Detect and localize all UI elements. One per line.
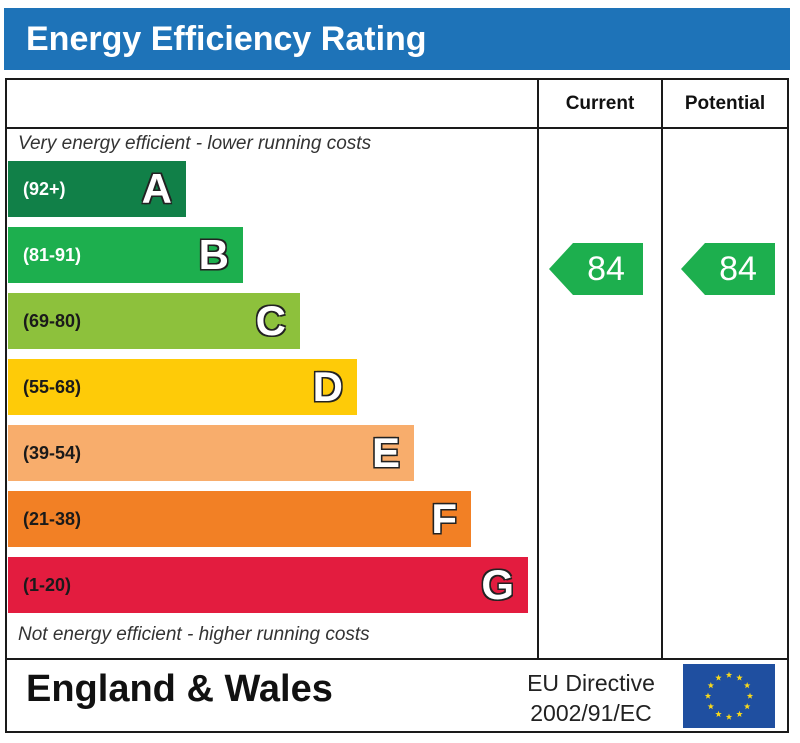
band-f: (21-38) F: [8, 491, 471, 547]
eu-star-icon: [715, 710, 722, 717]
eu-star-icon: [743, 682, 751, 689]
eu-star-icon: [725, 713, 733, 720]
band-d: (55-68) D: [8, 359, 357, 415]
eu-flag-icon: [683, 664, 775, 728]
band-range-label: (69-80): [23, 311, 82, 331]
current-column-header: Current: [565, 93, 635, 114]
potential-arrow-shape: [681, 243, 775, 295]
eu-directive-label: EU Directive 2002/91/EC: [510, 668, 672, 728]
rating-frame: [5, 78, 789, 733]
band-range-label: (55-68): [23, 377, 82, 397]
eu-star-icon: [704, 692, 712, 699]
bottom-note: Not energy efficient - higher running co…: [18, 624, 370, 645]
column-divider-potential: [661, 80, 663, 660]
band-g: (1-20) G: [8, 557, 528, 613]
current-rating-value: 84: [587, 250, 625, 288]
directive-line-1: EU Directive: [527, 670, 655, 696]
column-header-divider: [537, 127, 789, 129]
band-range-label: (1-20): [23, 575, 72, 595]
band-b: (81-91) B: [8, 227, 243, 283]
band-range-label: (39-54): [23, 443, 82, 463]
eu-star-icon: [715, 674, 722, 681]
label-header-divider: [5, 127, 537, 129]
directive-line-2: 2002/91/EC: [530, 700, 652, 726]
band-range-label: (21-38): [23, 509, 82, 529]
potential-rating-arrow: 84: [681, 243, 775, 295]
band-letter: C: [255, 297, 286, 344]
band-letter: E: [371, 429, 400, 476]
band-range-label: (81-91): [23, 245, 82, 265]
eu-star-icon: [743, 703, 751, 710]
band-letter: D: [312, 363, 343, 410]
potential-column-header: Potential: [684, 93, 766, 114]
band-letter: B: [198, 231, 229, 278]
chart-title: Energy Efficiency Rating: [26, 20, 427, 58]
eu-star-icon: [736, 674, 743, 681]
band-letter: A: [141, 165, 172, 212]
band-a: (92+) A: [8, 161, 186, 217]
footer-divider: [5, 658, 789, 660]
top-note: Very energy efficient - lower running co…: [18, 133, 372, 154]
eu-star-icon: [725, 671, 733, 678]
band-range-label: (92+): [23, 179, 66, 199]
eu-star-icon: [736, 710, 743, 717]
band-c: (69-80) C: [8, 293, 300, 349]
header-bar: Energy Efficiency Rating: [4, 8, 790, 70]
potential-rating-value: 84: [719, 250, 757, 288]
eu-star-icon: [746, 692, 754, 699]
band-letter: F: [431, 495, 457, 542]
region-label: England & Wales: [26, 668, 333, 710]
current-arrow-shape: [549, 243, 643, 295]
band-letter: G: [481, 561, 514, 608]
band-e: (39-54) E: [8, 425, 414, 481]
column-divider-current: [537, 80, 539, 660]
current-rating-arrow: 84: [549, 243, 643, 295]
eu-star-icon: [707, 682, 715, 689]
eu-star-icon: [707, 703, 715, 710]
